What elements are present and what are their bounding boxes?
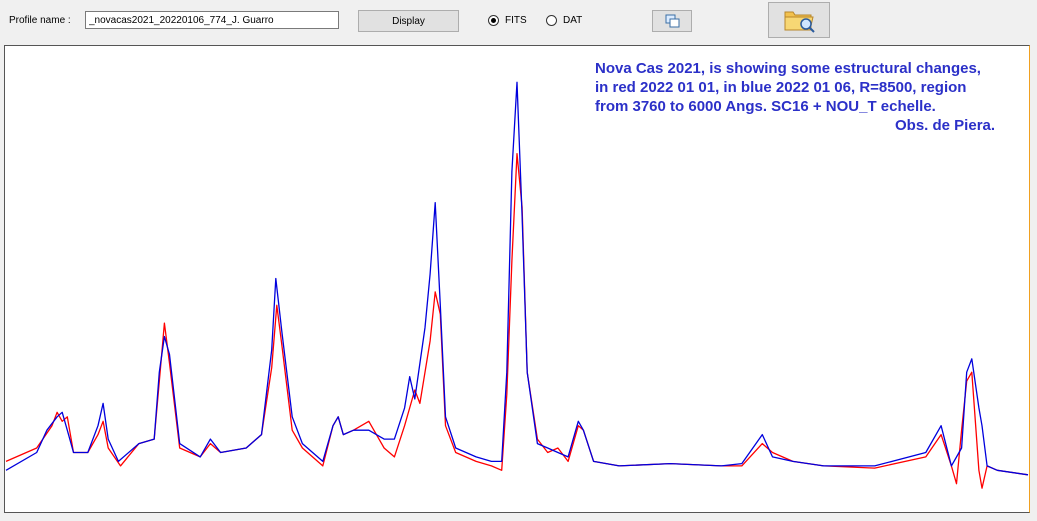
spectrum-series-red <box>5 153 1029 489</box>
copy-window-icon <box>665 14 680 28</box>
format-radio-label: DAT <box>563 14 583 26</box>
open-file-button[interactable] <box>768 2 830 38</box>
format-radio-label: FITS <box>505 14 527 26</box>
radio-circle[interactable] <box>488 14 499 26</box>
toolbar: Profile name : Display FITS DAT <box>0 0 1037 44</box>
spectrum-series-blue <box>5 81 1029 476</box>
annotation-line-1: Nova Cas 2021, is showing some estructur… <box>595 60 981 77</box>
format-radio-fits[interactable]: FITS <box>488 12 527 28</box>
spectrum-plot[interactable]: Nova Cas 2021, is showing some estructur… <box>4 45 1030 513</box>
annotation-line-3: from 3760 to 6000 Angs. SC16 + NOU_T ech… <box>595 98 936 115</box>
profile-name-input[interactable] <box>85 11 339 29</box>
copy-button[interactable] <box>652 10 692 32</box>
annotation-line-4: Obs. de Piera. <box>895 117 996 134</box>
radio-circle[interactable] <box>546 14 557 26</box>
format-radio-dat[interactable]: DAT <box>546 12 582 28</box>
display-button[interactable]: Display <box>358 10 459 32</box>
plot-annotation: Nova Cas 2021, is showing some estructur… <box>595 59 1015 135</box>
folder-search-icon <box>784 11 815 33</box>
profile-name-label: Profile name : <box>9 15 71 26</box>
spectrum-chart <box>5 81 1029 489</box>
annotation-line-2: in red 2022 01 01, in blue 2022 01 06, R… <box>595 79 967 96</box>
